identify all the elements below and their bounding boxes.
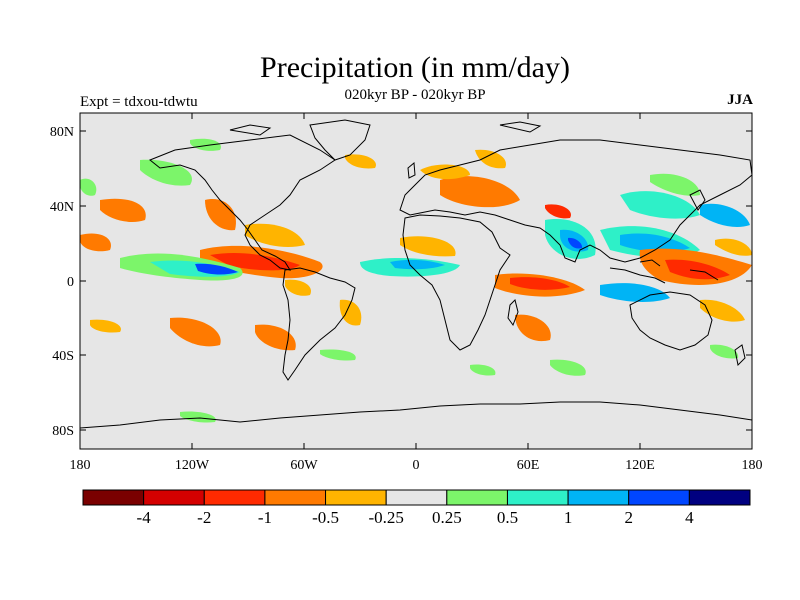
colorbar-label: 4 <box>685 508 694 527</box>
colorbar-swatch <box>567 489 630 506</box>
anomaly-fields <box>80 138 752 423</box>
lat-tick-label: 80N <box>50 125 74 140</box>
map-subtitle: 020kyr BP - 020kyr BP <box>344 87 486 103</box>
colorbar-label: 0.25 <box>432 508 462 527</box>
colorbar-swatch <box>264 489 327 506</box>
lat-tick-label: 80S <box>52 424 74 439</box>
colorbar-label: 1 <box>564 508 573 527</box>
colorbar-label: -0.25 <box>368 508 403 527</box>
colorbar-label: 2 <box>624 508 633 527</box>
coastlines <box>80 119 752 429</box>
colorbar-label: -0.5 <box>312 508 339 527</box>
colorbar-swatch <box>385 489 448 506</box>
colorbar-swatch <box>325 489 387 506</box>
colorbar-swatch <box>203 489 266 506</box>
map-background <box>80 113 752 449</box>
colorbar-swatch <box>688 489 751 506</box>
colorbar-swatch <box>446 489 508 506</box>
colorbar-label: -1 <box>258 508 272 527</box>
lon-tick-label: 180 <box>70 458 91 473</box>
lat-tick-label: 40N <box>50 200 74 215</box>
tick-marks <box>80 113 752 449</box>
colorbar-swatch <box>82 489 145 506</box>
lon-tick-label: 120W <box>175 458 210 473</box>
colorbar-swatch <box>506 489 569 506</box>
map-title: Precipitation (in mm/day) <box>260 51 570 84</box>
lon-tick-label: 180 <box>742 458 763 473</box>
colorbar-swatch <box>628 489 690 506</box>
experiment-label: Expt = tdxou-tdwtu <box>80 94 198 110</box>
colorbar-label: -4 <box>137 508 152 527</box>
lon-tick-label: 60W <box>290 458 318 473</box>
lat-tick-label: 0 <box>67 275 74 290</box>
colorbar: -4 -2 -1 -0.5 -0.25 0.25 0.5 1 2 4 <box>82 489 751 527</box>
lon-tick-label: 60E <box>517 458 540 473</box>
lon-tick-label: 120E <box>625 458 655 473</box>
longitude-labels: 180 120W 60W 0 60E 120E 180 <box>70 458 763 473</box>
latitude-labels: 80N 40N 0 40S 80S <box>50 125 74 439</box>
lat-tick-label: 40S <box>52 349 74 364</box>
season-label: JJA <box>727 92 753 108</box>
colorbar-swatch <box>143 489 205 506</box>
colorbar-label: 0.5 <box>497 508 518 527</box>
lon-tick-label: 0 <box>413 458 420 473</box>
colorbar-label: -2 <box>197 508 211 527</box>
